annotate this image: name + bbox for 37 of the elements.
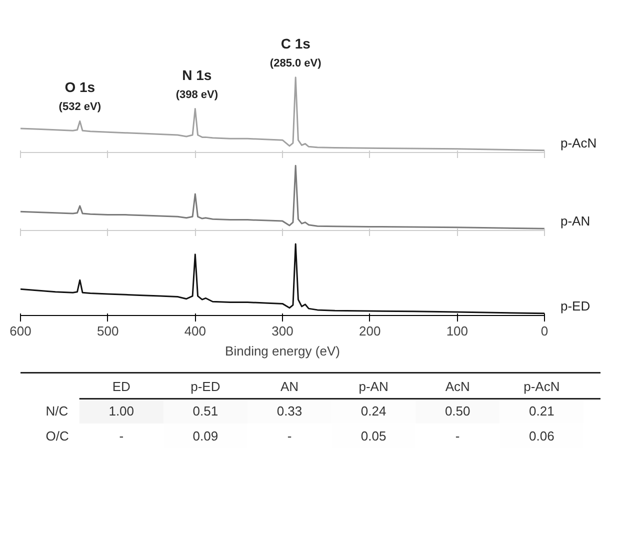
data-label: 0.09 — [192, 428, 218, 444]
text: - — [455, 428, 460, 444]
x-tick-label: 500 — [96, 324, 119, 338]
annotation: O 1s — [64, 79, 96, 96]
x-tick-label: ED — [112, 378, 130, 394]
y-tick-label: O/C — [46, 428, 69, 444]
x-tick-label: 600 — [10, 324, 32, 338]
data-label: 0.05 — [360, 428, 386, 444]
data-label: 0.21 — [529, 404, 554, 419]
annotation: (398 eV) — [176, 88, 218, 101]
annotation: N 1s — [182, 66, 212, 83]
x-tick-label: AcN — [445, 378, 470, 394]
x-tick-label: p-AcN — [524, 378, 560, 394]
y-tick-label: N/C — [46, 404, 68, 419]
data-label: 0.33 — [276, 404, 302, 419]
data-label: 0.50 — [444, 404, 470, 419]
text: - — [119, 428, 124, 444]
data-label: 0.06 — [529, 428, 554, 444]
data-label: 0.51 — [192, 404, 218, 419]
x-tick-label: 200 — [358, 324, 381, 338]
series-label: p-AcN — [560, 135, 597, 150]
annotation: (532 eV) — [58, 101, 102, 114]
x-tick-label: 300 — [272, 324, 294, 338]
x-tick-label: 100 — [446, 324, 468, 338]
x-tick-label: 0 — [540, 324, 548, 338]
annotation: (285.0 eV) — [270, 57, 322, 70]
data-label: 1.00 — [108, 404, 134, 419]
data-label: 0.24 — [360, 404, 386, 419]
x-tick-label: p-ED — [190, 378, 220, 394]
x-axis-title: Binding energy (eV) — [225, 344, 340, 358]
series-label: p-ED — [560, 298, 590, 314]
x-tick-label: 400 — [184, 324, 206, 338]
series-label: p-AN — [560, 214, 590, 229]
text: - — [287, 428, 292, 444]
x-tick-label: p-AN — [358, 378, 388, 394]
annotation: C 1s — [280, 35, 311, 52]
x-tick-label: AN — [280, 378, 299, 394]
